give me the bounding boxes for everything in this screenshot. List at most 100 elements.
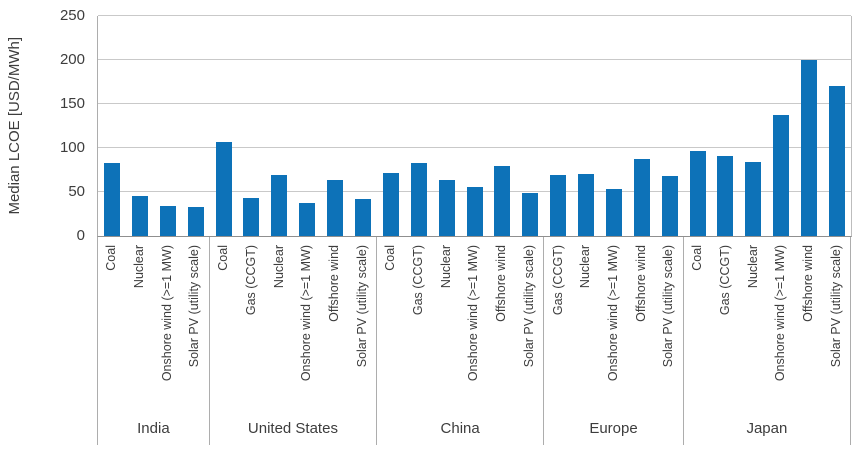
category-label-slot: Nuclear <box>739 245 767 411</box>
y-axis-title: Median LCOE [USD/MWh] <box>5 37 23 215</box>
bar <box>299 203 316 236</box>
category-label: Offshore wind <box>326 245 341 322</box>
category-label-slot: Nuclear <box>265 245 293 411</box>
bar-slot <box>767 16 795 236</box>
label-group-china: Coal Gas (CCGT) Nuclear Onshore wind (>=1 M… <box>377 237 545 445</box>
gridline <box>98 103 851 104</box>
category-label: Offshore wind <box>494 245 509 322</box>
bar <box>243 198 260 236</box>
category-label: Coal <box>216 245 231 271</box>
category-label: Gas (CCGT) <box>717 245 732 316</box>
category-label-slot: Gas (CCGT) <box>238 245 266 411</box>
category-label: Onshore wind (>=1 MW) <box>299 245 314 382</box>
gridline <box>98 15 851 16</box>
bar-slot <box>600 16 628 236</box>
category-label-slot: Offshore wind <box>795 245 823 411</box>
bar-groups <box>98 16 851 236</box>
label-group-united-states: Coal Gas (CCGT) Nuclear Onshore wind (>=1 M… <box>210 237 378 445</box>
category-label-row: Coal Gas (CCGT) Nuclear Onshore wind (>=1 M… <box>377 237 543 411</box>
bar-group-china <box>377 16 544 236</box>
category-label: Solar PV (utility scale) <box>187 245 202 368</box>
bar-slot <box>461 16 489 236</box>
bar <box>187 206 204 236</box>
bar-slot <box>182 16 210 236</box>
category-label-slot: Coal <box>377 245 405 411</box>
bar <box>829 86 846 236</box>
y-tick-label: 200 <box>59 51 85 68</box>
bar <box>438 179 455 236</box>
bar-slot <box>126 16 154 236</box>
category-label-slot: Offshore wind <box>488 245 516 411</box>
label-group-india: Coal Nuclear Onshore wind (>=1 MW) Solar PV… <box>98 237 210 445</box>
category-label: Gas (CCGT) <box>550 245 565 316</box>
gridline <box>98 147 851 148</box>
bar <box>494 165 511 236</box>
plot-area <box>97 15 852 237</box>
category-label: Coal <box>104 245 119 271</box>
category-label: Onshore wind (>=1 MW) <box>159 245 174 382</box>
bar <box>103 162 120 236</box>
bar <box>466 186 483 236</box>
category-label: Nuclear <box>271 245 286 289</box>
category-label: Gas (CCGT) <box>243 245 258 316</box>
region-label: China <box>440 419 480 437</box>
category-label: Solar PV (utility scale) <box>661 245 676 368</box>
category-label-slot: Gas (CCGT) <box>544 245 572 411</box>
category-label: Offshore wind <box>800 245 815 322</box>
category-label-slot: Offshore wind <box>321 245 349 411</box>
category-label: Onshore wind (>=1 MW) <box>606 245 620 382</box>
category-label-slot: Gas (CCGT) <box>405 245 433 411</box>
bar <box>159 206 176 236</box>
category-label-row: Gas (CCGT) Nuclear Onshore wind (>=1 MW) Of… <box>544 237 683 411</box>
category-label: Nuclear <box>132 245 147 289</box>
bar-slot <box>293 16 321 236</box>
bar <box>522 192 539 236</box>
x-axis-labels-area: Coal Nuclear Onshore wind (>=1 MW) Solar PV… <box>97 237 851 445</box>
bar-group-united-states <box>210 16 377 236</box>
bar-slot <box>544 16 572 236</box>
y-tick-label: 50 <box>68 183 85 200</box>
category-label-slot: Solar PV (utility scale) <box>655 245 683 411</box>
region-label: Japan <box>746 419 788 437</box>
bar <box>801 60 818 236</box>
bar <box>354 199 371 236</box>
bar <box>410 162 427 236</box>
bar-slot <box>739 16 767 236</box>
bar-slot <box>321 16 349 236</box>
bar <box>745 162 762 236</box>
bar <box>550 175 567 236</box>
category-label: Nuclear <box>438 245 453 289</box>
category-label: Solar PV (utility scale) <box>354 245 369 368</box>
bar-slot <box>154 16 182 236</box>
category-label-slot: Offshore wind <box>627 245 655 411</box>
bar-slot <box>488 16 516 236</box>
bar <box>382 172 399 236</box>
category-label-slot: Onshore wind (>=1 MW) <box>600 245 628 411</box>
bar-group-europe <box>544 16 683 236</box>
bar-slot <box>572 16 600 236</box>
category-label-row: Coal Nuclear Onshore wind (>=1 MW) Solar PV… <box>98 237 209 411</box>
region-label: Europe <box>589 419 638 437</box>
category-label: Coal <box>383 245 398 271</box>
bar-slot <box>795 16 823 236</box>
y-axis-title-wrap: Median LCOE [USD/MWh] <box>2 12 26 240</box>
bar-slot <box>684 16 712 236</box>
category-label-slot: Nuclear <box>126 245 154 411</box>
category-label-slot: Coal <box>210 245 238 411</box>
bar-slot <box>628 16 656 236</box>
bar-group-india <box>98 16 210 236</box>
category-label: Solar PV (utility scale) <box>828 245 843 368</box>
y-tick-label: 150 <box>59 95 85 112</box>
category-label-slot: Solar PV (utility scale) <box>348 245 376 411</box>
y-tick-label: 100 <box>59 139 85 156</box>
category-label: Nuclear <box>745 245 760 289</box>
category-label-slot: Solar PV (utility scale) <box>516 245 544 411</box>
category-label-slot: Onshore wind (>=1 MW) <box>460 245 488 411</box>
bar-slot <box>823 16 851 236</box>
category-label-row: Coal Gas (CCGT) Nuclear Onshore wind (>=1 M… <box>684 237 850 411</box>
bar <box>661 176 678 236</box>
bar <box>327 179 344 236</box>
y-tick-label: 0 <box>76 227 85 244</box>
category-label: Nuclear <box>578 245 593 289</box>
